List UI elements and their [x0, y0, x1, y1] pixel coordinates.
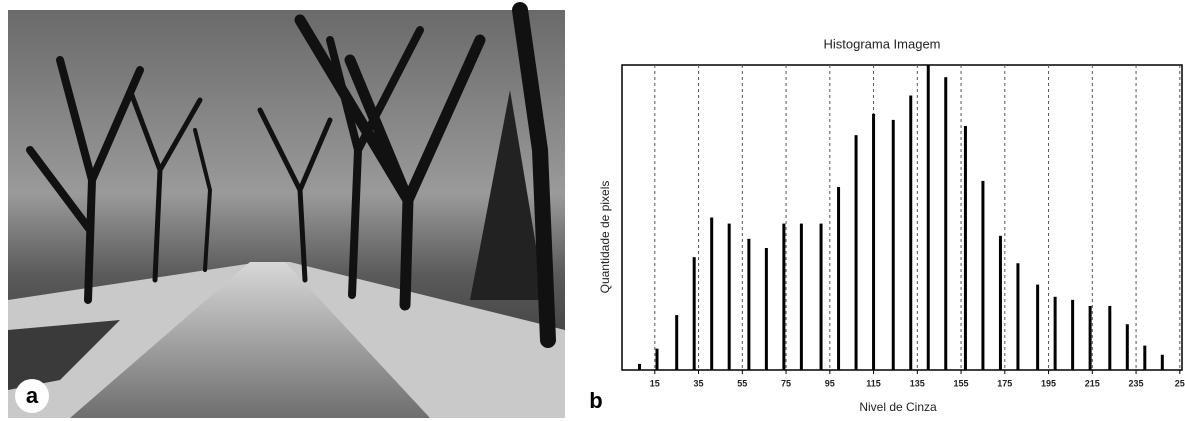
chart-title: Histograma Imagem [823, 36, 940, 51]
bar [1053, 296, 1057, 370]
bar [655, 348, 659, 370]
x-tick-label: 175 [997, 378, 1012, 388]
x-tick-label: 25 [1175, 378, 1185, 388]
bar [819, 223, 823, 370]
photo: a [8, 2, 565, 418]
x-tick-label: 75 [781, 378, 791, 388]
bar [1071, 299, 1075, 370]
bar [981, 180, 985, 370]
bar [1088, 305, 1092, 370]
bar [963, 126, 967, 370]
x-tick-label: 215 [1085, 378, 1100, 388]
x-tick-label: 235 [1129, 378, 1144, 388]
bar [638, 363, 641, 370]
bar [710, 217, 714, 370]
bar [872, 113, 876, 371]
panel-label: a [26, 383, 39, 408]
y-axis-label: Quantidade de pixels [598, 181, 612, 294]
bar [909, 95, 913, 370]
bar [854, 135, 858, 370]
x-axis-label: Nivel de Cinza [859, 400, 937, 414]
bar [1125, 324, 1129, 370]
bar [944, 77, 948, 370]
bar [837, 187, 841, 370]
bar [782, 223, 786, 370]
plot-frame [621, 64, 1183, 371]
bar [747, 238, 751, 370]
x-tick-label: 35 [694, 378, 704, 388]
bar [926, 65, 930, 370]
x-tick-label: 55 [737, 378, 747, 388]
x-tick-label: 155 [954, 378, 969, 388]
bar [1016, 263, 1020, 370]
bar [1108, 305, 1112, 370]
x-tick-label: 95 [825, 378, 835, 388]
bar [1160, 354, 1164, 370]
x-tick-label: 115 [866, 378, 881, 388]
bar [1036, 284, 1040, 370]
x-tick-label: 135 [910, 378, 925, 388]
bar [727, 223, 731, 370]
x-tick-label: 15 [650, 378, 660, 388]
panel-label: b [589, 388, 602, 413]
bar [675, 315, 679, 370]
bar [1143, 345, 1147, 370]
bar [692, 257, 696, 370]
bar [764, 248, 768, 370]
x-tick-label: 195 [1041, 378, 1056, 388]
bar [799, 223, 803, 370]
bar [891, 119, 895, 371]
bar [998, 235, 1002, 370]
